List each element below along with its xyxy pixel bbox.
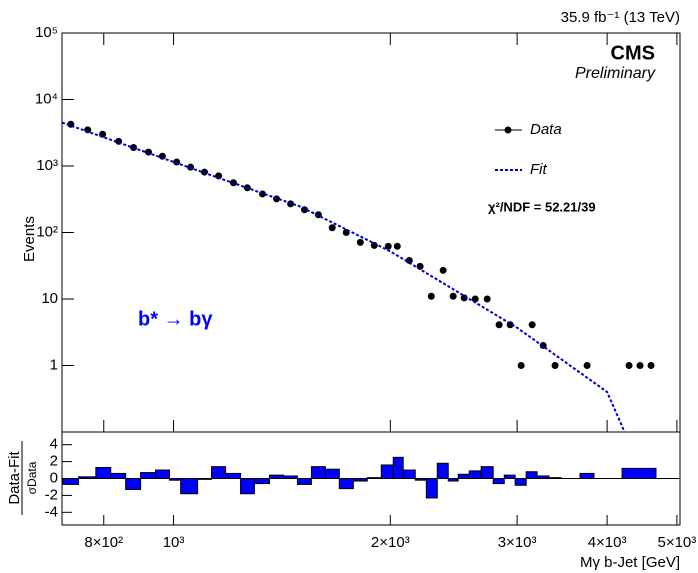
pull-bar <box>268 474 284 480</box>
pull-bar <box>425 478 438 499</box>
y-tick-label: -4 <box>45 503 58 520</box>
pull-bar <box>621 467 657 480</box>
pull-bar <box>579 472 595 480</box>
data-point <box>583 362 591 369</box>
pull-bar <box>140 472 157 479</box>
fit-line <box>62 121 626 432</box>
pull-bar <box>392 456 404 480</box>
data-point <box>517 362 525 369</box>
legend-label: Fit <box>530 161 547 178</box>
data-point <box>495 321 503 329</box>
y-tick-label: 10⁵ <box>35 24 58 41</box>
pull-bar <box>380 464 394 479</box>
pull-bar <box>402 469 416 479</box>
pull-bar <box>324 468 340 480</box>
pull-bar <box>338 478 354 490</box>
pull-bar <box>436 462 449 480</box>
pull-bar <box>468 470 482 479</box>
y-tick-label: 1 <box>50 356 58 373</box>
data-point <box>471 295 479 303</box>
experiment: CMS <box>611 42 655 64</box>
pull-bar <box>310 466 326 479</box>
data-point <box>625 362 633 369</box>
y-tick-label: 4 <box>50 436 58 453</box>
pull-bar <box>180 478 199 495</box>
pull-bar <box>110 472 127 480</box>
x-tick-label: 5×10³ <box>657 534 696 551</box>
legend-marker <box>504 126 512 134</box>
data-point <box>483 295 491 303</box>
pull-bar <box>514 478 527 486</box>
data-point <box>439 266 447 274</box>
data-point <box>158 152 166 160</box>
data-point <box>173 158 181 166</box>
y-tick-label: 10⁴ <box>35 90 58 107</box>
x-label: Mγ b-Jet [GeV] <box>580 554 680 571</box>
data-point <box>449 292 457 300</box>
data-point <box>636 362 644 369</box>
x-tick-label: 8×10² <box>84 534 123 551</box>
y-tick-label: -2 <box>45 486 58 503</box>
pull-bar <box>480 466 494 479</box>
status: Preliminary <box>575 65 656 82</box>
y-tick-label: 10 <box>41 290 58 307</box>
x-tick-label: 2×10³ <box>371 534 410 551</box>
data-point <box>328 224 336 232</box>
pull-bar <box>492 478 505 485</box>
data-point <box>427 292 435 300</box>
pull-label-top: Data-Fit <box>6 450 23 504</box>
data-point <box>405 256 413 264</box>
pull-label-bottom: σData <box>25 461 39 494</box>
pull-bar <box>296 478 312 485</box>
pull-bar <box>503 474 516 480</box>
pull-bar <box>155 469 170 479</box>
data-point <box>356 238 364 246</box>
upper-frame <box>61 32 681 433</box>
x-tick-label: 3×10³ <box>498 534 537 551</box>
data-point <box>528 321 536 329</box>
pull-bar <box>125 478 142 490</box>
pull-bar <box>240 478 255 495</box>
pull-bar <box>95 467 112 480</box>
pull-bar <box>225 472 242 480</box>
data-point <box>647 362 655 369</box>
legend-label: Data <box>530 121 562 138</box>
process: b* → bγ <box>138 308 213 330</box>
data-point <box>384 242 392 250</box>
y-tick-label: 2 <box>50 453 58 470</box>
data-point <box>393 242 401 250</box>
y-tick-label: 10³ <box>36 157 58 174</box>
y-label: Events <box>21 216 38 262</box>
y-tick-label: 0 <box>50 469 58 486</box>
y-tick-label: 10² <box>36 223 58 240</box>
pull-bar <box>457 473 470 480</box>
pull-bar <box>62 478 80 485</box>
data-point <box>551 362 559 369</box>
pull-bar <box>210 466 227 479</box>
chi2: χ²/NDF = 52.21/39 <box>488 199 596 214</box>
x-tick-label: 4×10³ <box>588 534 627 551</box>
pull-bar <box>525 471 538 479</box>
lumi: 35.9 fb⁻¹ (13 TeV) <box>561 9 680 26</box>
pull-bar <box>253 478 270 485</box>
x-tick-label: 10³ <box>163 534 185 551</box>
